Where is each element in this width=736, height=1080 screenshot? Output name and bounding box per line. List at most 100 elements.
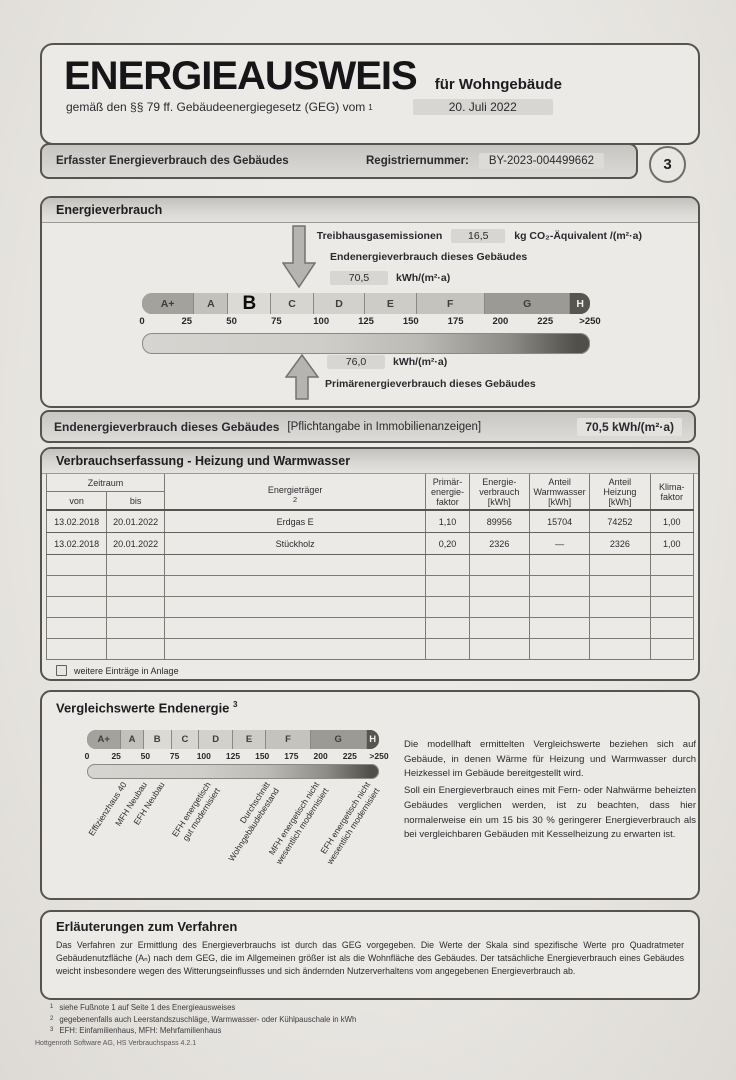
reference-labels-area: Effizienzhaus 40 MFH Neubau EFH Neubau EFH …: [87, 780, 381, 892]
scale-tick: 125: [225, 751, 241, 761]
scale-tick: 25: [111, 751, 121, 761]
table-cell: [468, 575, 530, 597]
end-energy-label: Endenergieverbrauch dieses Gebäudes: [54, 419, 280, 434]
paragraph: Die modellhaft ermittelten Vergleichswer…: [404, 739, 696, 780]
scale-tick: 100: [196, 751, 211, 761]
scale-tick: 100: [313, 316, 330, 327]
page-number-badge: 3: [649, 146, 686, 183]
scale-tick: 50: [226, 316, 237, 327]
ghg-emissions-row: Treibhausgasemissionen 16,5 kg CO₂-Äquiv…: [317, 229, 642, 243]
table-cell: [589, 554, 651, 576]
table-cell: [45, 554, 108, 576]
scale-tick: 175: [447, 316, 464, 327]
table-cell: [106, 554, 165, 576]
scale-class-g: G: [483, 293, 570, 314]
footnote-line: 2 gegebenenfalls auch Leerstandszuschläge…: [50, 1014, 356, 1026]
col-header-anteil-warmwasser: Anteil Warmwasser [kWh]: [528, 474, 591, 511]
table-cell: [589, 638, 651, 660]
table-cell: [528, 554, 591, 576]
ghg-label: Treibhausgasemissionen: [316, 230, 443, 242]
scale-tick: 50: [140, 751, 151, 761]
col-header-bis: bis: [106, 491, 165, 511]
footnote-marker-1: 1: [368, 102, 373, 112]
empty-row: [45, 554, 695, 576]
energy-class-scale: A+ A B C D E F G H: [142, 293, 590, 314]
scale-class-f: F: [415, 293, 484, 314]
down-arrow-icon: [282, 225, 316, 289]
section-heading: Vergleichswerte Endenergie: [56, 700, 230, 716]
footnote-text: gegebenenfalls auch Leerstandszuschläge,…: [59, 1014, 357, 1024]
col-header-primaerfaktor: Primär- energie- faktor: [425, 474, 470, 511]
footnote-line: 3 EFH: Einfamilienhaus, MFH: Mehrfamilien…: [50, 1025, 356, 1037]
table-cell: [425, 617, 470, 639]
table-cell: [528, 575, 591, 597]
register-bar: Erfasster Energieverbrauch des Gebäudes …: [40, 143, 638, 179]
col-header-label: Energieträger: [267, 485, 323, 495]
table-cell: [649, 596, 695, 618]
scale-tick: >250: [579, 316, 601, 327]
scale-class-f: F: [265, 730, 310, 749]
mandatory-note: [Pflichtangabe in Immobilienanzeigen]: [287, 420, 482, 433]
more-entries-checkbox: [56, 665, 67, 676]
table-cell: [163, 575, 427, 597]
scale-tick: 0: [84, 751, 90, 761]
primary-energy-value-row: 76,0 kWh/(m²·a): [327, 355, 447, 369]
energy-scale-gradient-bar: [142, 333, 590, 354]
scale-tick: 125: [358, 316, 374, 327]
table-cell: [163, 617, 427, 639]
empty-row: [45, 596, 695, 618]
up-arrow-icon: [285, 353, 319, 400]
scale-tick: 175: [284, 751, 299, 761]
primary-energy-unit: kWh/(m²·a): [393, 356, 448, 368]
scale-tick: 150: [402, 316, 419, 327]
scale-tick: 225: [537, 316, 554, 327]
table-cell: Erdgas E: [163, 509, 427, 533]
section-label: Erfasster Energieverbrauch des Gebäudes: [56, 155, 289, 167]
table-cell: [45, 638, 108, 660]
table-cell: [425, 638, 470, 660]
section-heading: Energieverbrauch: [42, 198, 698, 223]
table-cell: [649, 638, 695, 660]
table-cell: 1,00: [649, 509, 695, 533]
table-cell: [589, 617, 651, 639]
col-header-von: von: [45, 491, 108, 511]
table-cell: [425, 596, 470, 618]
col-header-zeitraum: Zeitraum: [46, 474, 165, 492]
scale-class-e: E: [364, 293, 416, 314]
scale-class-b: B: [142, 730, 171, 749]
scale-class-h: H: [569, 293, 590, 314]
more-entries-label: weitere Einträge in Anlage: [74, 665, 179, 676]
end-energy-unit: kWh/(m²·a): [396, 272, 451, 284]
table-cell: 1,10: [425, 509, 470, 533]
mandatory-disclosure-bar: Endenergieverbrauch dieses Gebäudes [Pfl…: [40, 410, 696, 443]
registration-number-label: Registriernummer:: [366, 155, 469, 167]
table-cell: [589, 575, 651, 597]
table-cell: 20.01.2022: [106, 509, 165, 533]
consumption-row: 13.02.2018 20.01.2022 Stückholz 0,20 2326—23…: [45, 532, 695, 555]
table-cell: [45, 575, 108, 597]
scale-tick: 150: [255, 751, 270, 761]
footnote-marker-2: 2: [293, 495, 298, 504]
col-header-energietraeger: Energieträger 2: [163, 474, 427, 511]
table-cell: 1,00: [649, 532, 695, 555]
consumption-table: Zeitraum Energieträger 2 Primär- energie…: [45, 474, 695, 660]
table-cell: 13.02.2018: [45, 509, 108, 533]
table-cell: [468, 596, 530, 618]
law-reference: gemäß den §§ 79 ff. Gebäudeenergiegesetz…: [66, 100, 366, 114]
comparison-scale-ticks: 0 25 50 75 100 125 150 175 200 225 >250: [84, 751, 389, 763]
scale-class-c: C: [170, 730, 199, 749]
consumption-row: 13.02.2018 20.01.2022 Erdgas E 1,10 89956 157…: [45, 509, 695, 533]
footnotes: 1 siehe Fußnote 1 auf Seite 1 des Energie…: [50, 1002, 356, 1037]
scale-class-g: G: [309, 730, 366, 749]
table-cell: 2326: [468, 532, 530, 555]
end-energy-value: 70,5 kWh/(m²·a): [577, 417, 682, 436]
scale-class-c: C: [270, 293, 313, 314]
reference-label: EFH energetisch gut modernisiert: [169, 780, 222, 843]
footnote-text: siehe Fußnote 1 auf Seite 1 des Energiea…: [59, 1003, 236, 1012]
comparison-values-box: Vergleichswerte Endenergie 3 A+ A B C D E F G H …: [40, 690, 700, 900]
consumption-table-box: Verbrauchserfassung - Heizung und Warmwa…: [40, 447, 700, 681]
empty-row: [45, 617, 695, 639]
footnote-number: 2: [50, 1015, 54, 1022]
end-energy-label: Endenergieverbrauch dieses Gebäudes: [330, 251, 528, 263]
